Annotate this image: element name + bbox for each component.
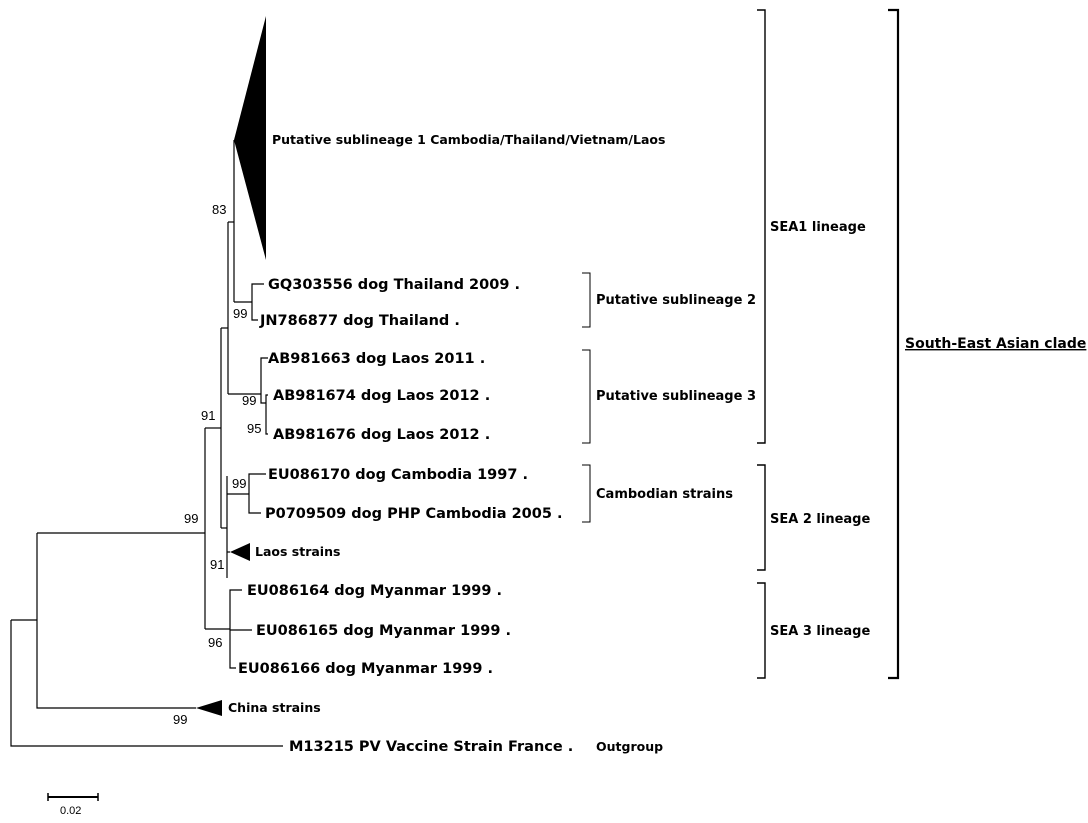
bracket-cambodian xyxy=(582,464,591,523)
taxon-eu086166: EU086166 dog Myanmar 1999 . xyxy=(238,661,493,677)
bootstrap-99-china: 99 xyxy=(173,712,187,727)
bootstrap-96: 96 xyxy=(208,635,222,650)
tree-branches xyxy=(10,140,283,747)
collapsed-clade-sublineage-1 xyxy=(234,16,266,260)
taxon-sublineage-1: Putative sublineage 1 Cambodia/Thailand/… xyxy=(272,132,665,147)
label-putative-sublineage-3: Putative sublineage 3 xyxy=(596,389,756,404)
label-putative-sublineage-2: Putative sublineage 2 xyxy=(596,293,756,308)
bootstrap-91-sea1: 91 xyxy=(201,408,215,423)
bracket-sublineage-2 xyxy=(582,272,591,328)
taxon-gq303556: GQ303556 dog Thailand 2009 . xyxy=(268,277,520,293)
bootstrap-99-root: 99 xyxy=(184,511,198,526)
bracket-sea3 xyxy=(757,582,766,679)
branch-cambodian-inner xyxy=(248,473,266,514)
taxon-labels: Putative sublineage 1 Cambodia/Thailand/… xyxy=(228,132,665,755)
taxon-eu086164: EU086164 dog Myanmar 1999 . xyxy=(247,583,502,599)
branch-root xyxy=(10,620,283,747)
bootstrap-91-laos: 91 xyxy=(210,557,224,572)
branch-ingroup-node xyxy=(36,533,196,709)
branch-sub3-node xyxy=(260,357,268,404)
taxon-ab981674: AB981674 dog Laos 2012 . xyxy=(273,388,490,404)
bracket-sea1 xyxy=(757,9,766,444)
branch-sea3-node xyxy=(229,589,242,669)
taxon-m13215: M13215 PV Vaccine Strain France . xyxy=(289,739,573,755)
taxon-p0709509: P0709509 dog PHP Cambodia 2005 . xyxy=(265,506,562,522)
label-south-east-asian-clade: South-East Asian clade xyxy=(905,336,1086,352)
scale-bar-label: 0.02 xyxy=(60,805,81,817)
bracket-south-east-asian-clade xyxy=(888,8,900,680)
bootstrap-99-sublineage-2: 99 xyxy=(233,306,247,321)
taxon-ab981676: AB981676 dog Laos 2012 . xyxy=(273,427,490,443)
bracket-sea2 xyxy=(757,464,766,571)
bootstrap-values: 83 99 99 95 91 99 91 99 96 99 xyxy=(173,202,261,727)
label-sea1-lineage: SEA1 lineage xyxy=(770,220,866,235)
taxon-eu086165: EU086165 dog Myanmar 1999 . xyxy=(256,623,511,639)
scale-bar: 0.02 xyxy=(47,793,99,817)
branch-sub2-node xyxy=(251,283,264,321)
taxon-jn786877: JN786877 dog Thailand . xyxy=(259,313,460,329)
collapsed-clade-china-strains xyxy=(196,700,222,716)
bootstrap-83: 83 xyxy=(212,202,226,217)
bootstrap-95: 95 xyxy=(247,421,261,436)
collapsed-clade-laos-strains xyxy=(230,543,250,561)
collapsed-clades xyxy=(196,16,266,716)
bracket-sublineage-3 xyxy=(582,349,591,444)
label-sea3-lineage: SEA 3 lineage xyxy=(770,624,870,639)
taxon-eu086170: EU086170 dog Cambodia 1997 . xyxy=(268,467,528,483)
label-cambodian-strains: Cambodian strains xyxy=(596,487,733,502)
taxon-china-strains: China strains xyxy=(228,700,321,715)
taxon-laos-strains: Laos strains xyxy=(255,544,340,559)
bootstrap-99-sublineage-3: 99 xyxy=(242,393,256,408)
label-sea2-lineage: SEA 2 lineage xyxy=(770,512,870,527)
group-labels: Putative sublineage 2 Putative sublineag… xyxy=(596,220,1086,639)
bootstrap-99-cambodian: 99 xyxy=(232,476,246,491)
branch-sub3-inner-node xyxy=(265,394,268,435)
taxon-ab981663: AB981663 dog Laos 2011 . xyxy=(268,351,485,367)
taxon-outgroup-label: Outgroup xyxy=(596,739,663,754)
group-brackets xyxy=(582,8,900,680)
